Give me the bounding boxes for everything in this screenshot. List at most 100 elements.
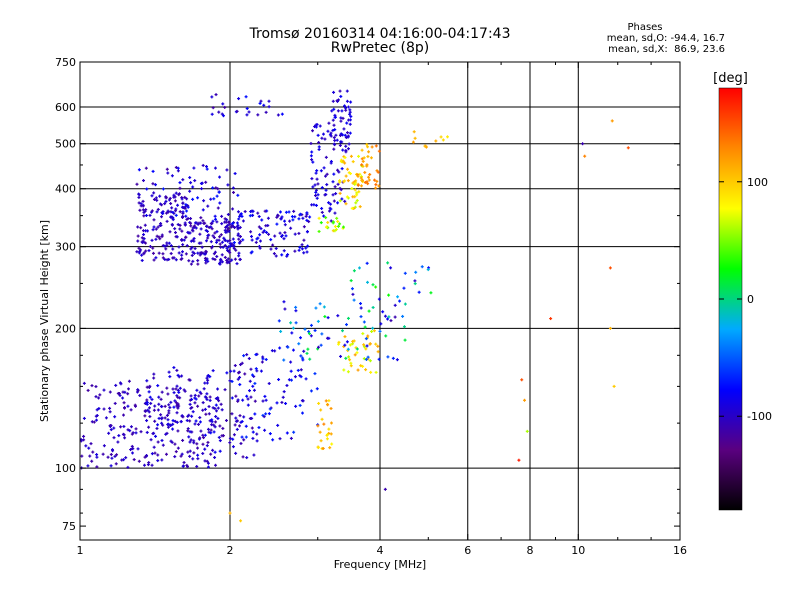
data-point xyxy=(138,394,142,398)
data-point xyxy=(256,113,260,117)
data-point xyxy=(159,413,163,417)
data-point xyxy=(354,179,358,183)
data-point xyxy=(336,201,340,205)
data-point xyxy=(153,419,157,423)
data-point xyxy=(249,230,253,234)
data-point xyxy=(168,406,172,410)
data-point xyxy=(235,221,239,225)
data-point xyxy=(169,244,173,248)
data-point xyxy=(113,454,117,458)
data-point xyxy=(338,191,342,195)
data-point xyxy=(248,379,252,383)
data-point xyxy=(265,230,269,234)
data-point xyxy=(363,180,367,184)
data-point xyxy=(310,203,314,207)
data-point xyxy=(121,396,125,400)
data-point xyxy=(179,454,183,458)
data-point xyxy=(176,166,180,170)
data-point xyxy=(252,453,256,457)
data-point xyxy=(179,257,183,261)
data-point xyxy=(334,192,338,196)
data-point xyxy=(291,326,295,330)
data-point xyxy=(326,129,330,133)
data-point xyxy=(386,317,390,321)
data-point xyxy=(332,136,336,140)
data-point xyxy=(333,139,337,143)
data-point xyxy=(156,225,160,229)
data-point xyxy=(356,173,360,177)
data-point xyxy=(355,347,359,351)
data-point xyxy=(245,394,249,398)
data-point xyxy=(123,436,127,440)
data-point xyxy=(250,234,254,238)
data-point xyxy=(311,160,315,164)
data-point xyxy=(349,114,353,118)
data-point xyxy=(142,251,146,255)
data-point xyxy=(153,404,157,408)
data-point xyxy=(225,246,229,250)
data-point xyxy=(361,332,365,336)
data-point xyxy=(316,446,320,450)
data-point xyxy=(338,199,342,203)
data-point xyxy=(226,239,230,243)
data-point xyxy=(122,413,126,417)
data-point xyxy=(325,183,329,187)
data-point xyxy=(203,381,207,385)
data-point xyxy=(389,266,393,270)
data-point xyxy=(188,454,192,458)
data-point xyxy=(193,422,197,426)
data-point xyxy=(176,402,180,406)
data-point xyxy=(185,209,189,213)
data-point xyxy=(127,387,131,391)
data-point xyxy=(244,424,248,428)
data-point xyxy=(188,440,192,444)
data-point xyxy=(214,415,218,419)
data-point xyxy=(304,246,308,250)
data-point xyxy=(327,121,331,125)
data-point xyxy=(110,456,114,460)
data-point xyxy=(336,314,340,318)
data-point xyxy=(359,306,363,310)
data-point xyxy=(335,216,339,220)
data-point xyxy=(263,394,267,398)
data-point xyxy=(310,177,314,181)
data-point xyxy=(159,223,163,227)
data-point xyxy=(142,237,146,241)
data-point xyxy=(204,261,208,265)
data-point xyxy=(287,378,291,382)
data-point xyxy=(316,345,320,349)
data-point xyxy=(183,221,187,225)
data-point xyxy=(259,369,263,373)
data-point xyxy=(189,394,193,398)
data-point xyxy=(210,95,214,99)
data-point xyxy=(332,123,336,127)
data-point xyxy=(327,336,331,340)
data-point xyxy=(374,144,378,148)
data-point xyxy=(363,170,367,174)
data-point xyxy=(369,370,373,374)
data-point xyxy=(352,339,356,343)
stats-x-mode: mean, sd,X: 86.9, 23.6 xyxy=(608,44,725,55)
data-point xyxy=(240,435,244,439)
data-point xyxy=(218,439,222,443)
data-point xyxy=(248,214,252,218)
data-point xyxy=(325,172,329,176)
data-point xyxy=(131,446,135,450)
data-point xyxy=(357,266,361,270)
data-point xyxy=(358,205,362,209)
data-point xyxy=(210,423,214,427)
data-point xyxy=(154,183,158,187)
data-point xyxy=(176,203,180,207)
data-point xyxy=(441,138,445,142)
data-point xyxy=(286,345,290,349)
data-point xyxy=(160,417,164,421)
data-point xyxy=(154,256,158,260)
data-point xyxy=(278,210,282,214)
data-point xyxy=(138,208,142,212)
data-point xyxy=(137,251,141,255)
data-point xyxy=(197,422,201,426)
data-point xyxy=(345,99,349,103)
data-point xyxy=(166,425,170,429)
data-point xyxy=(324,225,328,229)
data-point xyxy=(176,395,180,399)
